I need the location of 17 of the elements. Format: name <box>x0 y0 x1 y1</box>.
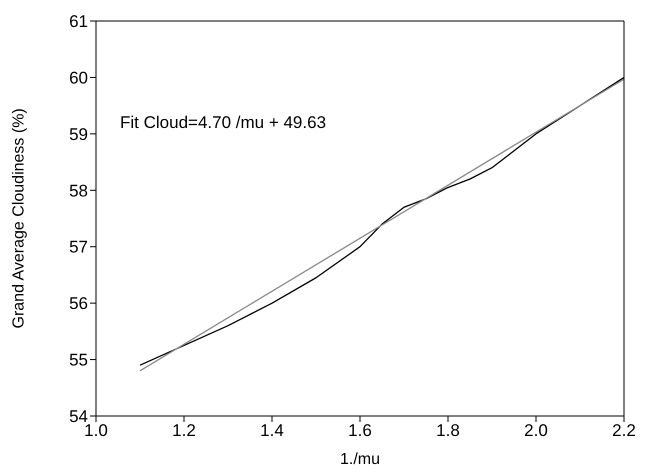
y-tick-label: 60 <box>69 68 88 88</box>
y-tick-label: 61 <box>69 12 88 32</box>
y-axis-title: Grand Average Cloudiness (%) <box>10 108 28 328</box>
y-tick-label: 55 <box>69 350 88 370</box>
x-tick-label: 1.8 <box>436 421 460 440</box>
y-tick-label: 56 <box>69 294 88 314</box>
y-tick-label: 57 <box>69 238 88 257</box>
x-tick-label: 2.0 <box>524 421 548 440</box>
x-tick-label: 1.0 <box>84 421 108 440</box>
x-tick-label: 1.4 <box>260 421 284 440</box>
y-tick-label: 59 <box>69 124 88 144</box>
x-tick-label: 2.2 <box>612 421 636 440</box>
x-axis-title: 1./mu <box>340 451 380 468</box>
x-tick-label: 1.6 <box>348 421 372 440</box>
y-tick-label: 58 <box>69 181 88 200</box>
annotation: Fit Cloud=4.70 /mu + 49.63 <box>120 113 326 133</box>
x-tick-label: 1.2 <box>172 421 196 440</box>
